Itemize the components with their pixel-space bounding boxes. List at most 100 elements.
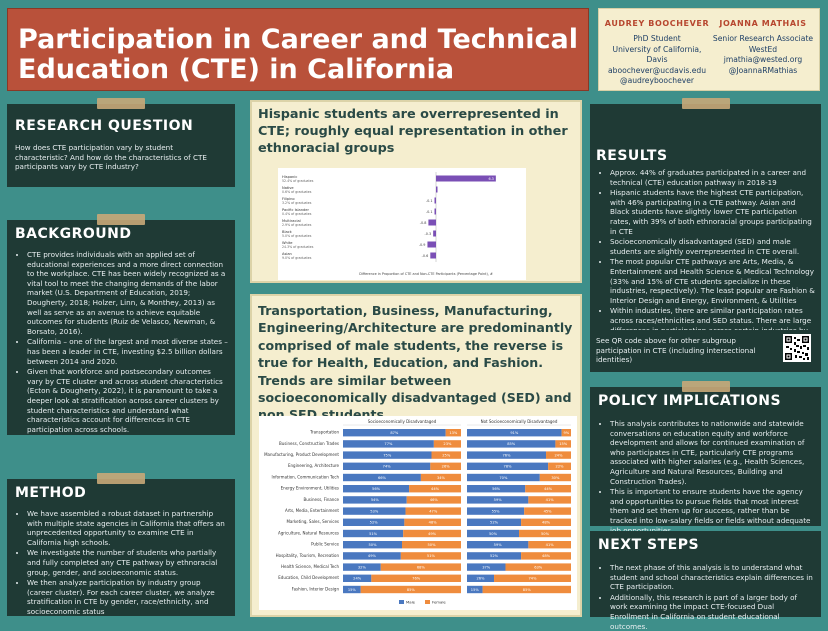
authors-box: AUDREY BOOCHEVER PhD Student University … bbox=[598, 8, 820, 91]
chart2-female-label: 45% bbox=[544, 509, 553, 513]
qr-code-icon[interactable] bbox=[783, 334, 811, 362]
chart2-female-label: 63% bbox=[534, 565, 543, 569]
chart2-bar-female bbox=[494, 574, 571, 582]
chart2-male-label: 56% bbox=[372, 487, 381, 491]
background-list: CTE provides individuals with an applied… bbox=[15, 250, 228, 434]
chart2-female-label: 23% bbox=[443, 442, 452, 446]
chart2-bar-male bbox=[343, 440, 434, 448]
chart1-panel: Hispanic students are overrepresented in… bbox=[250, 100, 582, 283]
results-item: Approx. 44% of graduates participated in… bbox=[610, 168, 815, 187]
method-item: We then analyze participation by industr… bbox=[27, 578, 228, 616]
chart2-male-label: 52% bbox=[490, 521, 499, 525]
chart2-bar-female bbox=[409, 485, 461, 493]
chart2-female-label: 41% bbox=[546, 498, 555, 502]
chart2-bar-female bbox=[528, 496, 571, 504]
chart1-value-label: -0.0 bbox=[429, 188, 436, 192]
chart2-female-label: 13% bbox=[449, 431, 458, 435]
chart2-male-label: 75% bbox=[383, 453, 392, 457]
chart1-category-sub: 24.3% of graduates bbox=[282, 245, 314, 249]
chart1-heading: Hispanic students are overrepresented in… bbox=[258, 107, 568, 156]
poster-title-line2: Education (CTE) in California bbox=[18, 54, 455, 85]
chart1-category-label: Asian bbox=[282, 252, 292, 256]
tape-decoration bbox=[682, 381, 730, 392]
chart2-bar-female bbox=[561, 429, 571, 437]
chart2-category-label: Hospitality, Tourism, Recreation bbox=[276, 553, 340, 558]
chart2-female-label: 15% bbox=[559, 442, 568, 446]
chart2-male-label: 51% bbox=[369, 532, 378, 536]
chart2-female-label: 25% bbox=[442, 453, 451, 457]
chart1-bar bbox=[433, 230, 436, 237]
author-2-email[interactable]: jmathia@wested.org bbox=[723, 55, 803, 65]
method-title: METHOD bbox=[15, 485, 87, 501]
chart2-bar-female bbox=[528, 541, 571, 549]
chart1-footnote: Difference in Proportion of CTE and Non-… bbox=[359, 272, 493, 276]
chart2-bar-female bbox=[524, 507, 571, 515]
chart2-bar-male bbox=[343, 574, 372, 582]
chart2-category-label: Business, Finance bbox=[304, 497, 340, 502]
qr-panel: See QR code above for other subgroup par… bbox=[590, 330, 821, 372]
chart1-bar bbox=[430, 252, 436, 259]
chart2-male-label: 53% bbox=[370, 509, 379, 513]
chart2-category-label: Agriculture, Natural Resources bbox=[278, 530, 339, 535]
chart2-svg: Socioeconomically Disadvantaged Not Socio… bbox=[259, 416, 577, 610]
chart2-panel: Transportation, Business, Manufacturing,… bbox=[250, 294, 582, 617]
chart2-female-label: 46% bbox=[430, 498, 439, 502]
chart2-female-label: 74% bbox=[529, 577, 538, 581]
chart2-male-label: 77% bbox=[384, 442, 393, 446]
chart2-male-label: 91% bbox=[510, 431, 519, 435]
chart2-female-label: 68% bbox=[417, 565, 426, 569]
chart1-category-label: Pacific Islander bbox=[282, 208, 309, 212]
chart1-category-label: Hispanic bbox=[282, 175, 297, 179]
chart2-category-label: Information, Communication Tech bbox=[272, 474, 340, 479]
chart2-bar-female bbox=[403, 529, 461, 538]
chart2-legend-female: Female bbox=[432, 600, 446, 605]
chart2-bar-male bbox=[343, 485, 410, 493]
chart2-male-label: 49% bbox=[368, 554, 377, 558]
chart2-bar-male bbox=[467, 518, 522, 526]
chart2-legend-male-swatch bbox=[399, 600, 404, 604]
research-question-panel: RESEARCH QUESTION How does CTE participa… bbox=[7, 98, 235, 187]
policy-item: This analysis contributes to nationwide … bbox=[610, 419, 815, 486]
chart1-category-sub: 2.9% of graduates bbox=[282, 223, 312, 227]
chart2-male-label: 24% bbox=[353, 577, 362, 581]
chart2-female-label: 85% bbox=[523, 588, 532, 592]
chart2-male-label: 32% bbox=[358, 565, 367, 569]
chart2-bar-male bbox=[467, 507, 525, 515]
chart2-female-label: 48% bbox=[429, 521, 438, 525]
policy-item: This is important to ensure students hav… bbox=[610, 487, 815, 535]
chart2-male-label: 55% bbox=[492, 509, 501, 513]
research-question-title: RESEARCH QUESTION bbox=[15, 118, 194, 134]
chart2-category-label: Fashion, Interior Design bbox=[292, 586, 340, 591]
chart2-bar-female bbox=[431, 451, 461, 459]
author-1-email[interactable]: aboochever@ucdavis.edu bbox=[607, 65, 707, 75]
chart2-category-label: Transportation bbox=[309, 430, 339, 435]
chart2-bar-female bbox=[420, 473, 461, 482]
chart2-male-label: 50% bbox=[369, 543, 378, 547]
chart1-category-sub: 9.0% of graduates bbox=[282, 256, 312, 260]
results-title: RESULTS bbox=[596, 148, 668, 164]
chart2-bar-female bbox=[505, 563, 571, 571]
chart2-female-label: 30% bbox=[551, 476, 560, 480]
chart1-bar bbox=[427, 241, 436, 248]
author-2: JOANNA MATHAIS Senior Research Associate… bbox=[707, 19, 819, 76]
chart2-bar-female bbox=[433, 440, 461, 448]
author-2-handle[interactable]: @JoannaRMathias bbox=[728, 65, 798, 75]
method-item: We have assembled a robust dataset in pa… bbox=[27, 509, 228, 547]
research-question-text: How does CTE participation vary by stude… bbox=[15, 143, 207, 172]
results-list: Approx. 44% of graduates participated in… bbox=[598, 168, 815, 345]
chart2-bar-male bbox=[467, 429, 562, 437]
author-1-role: PhD Student bbox=[633, 34, 681, 43]
chart2-category-label: Education, Child Development bbox=[278, 575, 339, 580]
chart2-bar-female bbox=[404, 518, 461, 526]
tape-decoration bbox=[97, 214, 145, 225]
chart1-category-sub: 3.2% of graduates bbox=[282, 201, 312, 205]
chart1-bar bbox=[436, 186, 438, 193]
chart2-bar-female bbox=[548, 462, 571, 470]
author-1-handle[interactable]: @audreyboochever bbox=[619, 76, 695, 86]
background-item: California – one of the largest and most… bbox=[27, 337, 228, 366]
chart2-male-label: 15% bbox=[471, 588, 480, 592]
next-steps-item: The next phase of this analysis is to un… bbox=[610, 563, 815, 592]
chart2-female-label: 48% bbox=[542, 521, 551, 525]
chart1-category-label: Native bbox=[282, 186, 294, 190]
chart2-male-label: 50% bbox=[489, 532, 498, 536]
